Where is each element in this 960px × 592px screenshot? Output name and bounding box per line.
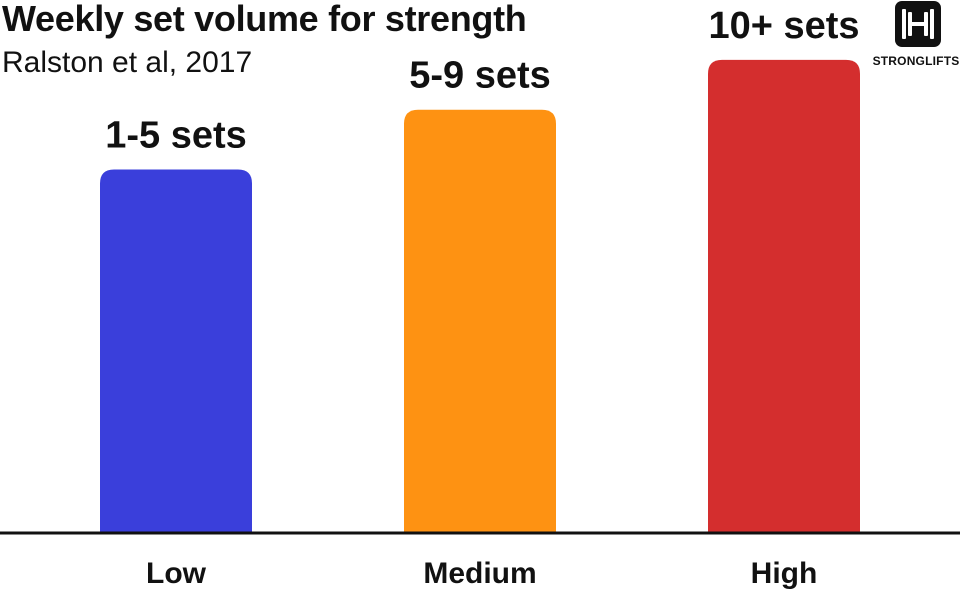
chart-subtitle: Ralston et al, 2017 [2, 46, 253, 79]
bar-low [100, 169, 252, 533]
stronglifts-logo: STRONGLIFTS [868, 0, 960, 72]
bar-value-label: 1-5 sets [105, 114, 247, 156]
bar-high [708, 59, 860, 534]
bar-value-label: 5-9 sets [409, 55, 551, 97]
bar-labels-group: 1-5 sets 5-9 sets 10+ sets [105, 5, 859, 157]
barbell-icon [895, 1, 941, 47]
category-label: Medium [423, 557, 536, 590]
bar-value-label: 10+ sets [708, 5, 859, 47]
category-label: Low [146, 557, 207, 590]
logo-text: STRONGLIFTS [872, 54, 960, 68]
bar-medium [404, 109, 556, 533]
bars-group [100, 59, 860, 534]
category-labels-group: Low Medium High [146, 557, 817, 590]
chart-title: Weekly set volume for strength [2, 0, 527, 39]
category-label: High [751, 557, 818, 590]
